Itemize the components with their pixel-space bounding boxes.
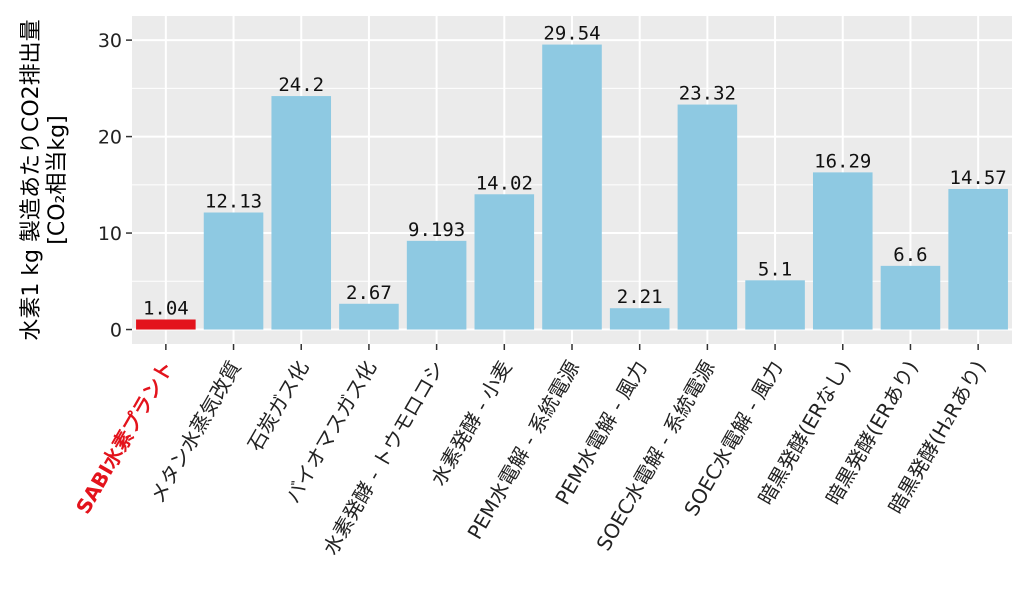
data-labels: 1.04 12.13 24.2 2.67 9.193 14.02 29.54 2.21 23.3… (143, 23, 1007, 320)
y-axis-title-line-1: 水素1 kg 製造あたりCO2排出量 (19, 19, 44, 340)
x-tick-label: 水素発酵 - トウモロコシ (318, 356, 449, 558)
bar-value-label: 14.57 (950, 167, 1007, 189)
bar-value-label: 24.2 (278, 74, 324, 96)
bar (339, 303, 399, 330)
bar-value-label: 5.1 (758, 258, 792, 280)
bar-value-label: 2.21 (617, 286, 663, 308)
x-tick-label: SOEC水電解 - 系統電源 (591, 357, 719, 555)
x-tick-label: 石炭ガス化 (243, 357, 314, 456)
bar-value-label: 12.13 (205, 191, 262, 213)
y-axis-ticks: 0 10 20 30 (98, 30, 132, 342)
bar (609, 308, 670, 330)
bar (812, 172, 873, 330)
bar-value-label: 1.04 (143, 297, 189, 319)
bar (745, 280, 805, 330)
bar (136, 319, 196, 330)
y-tick-label: 20 (98, 127, 122, 149)
bar-series (136, 44, 1008, 330)
y-axis-title: 水素1 kg 製造あたりCO2排出量 [CO₂相当kg] (19, 19, 70, 340)
y-tick-label: 10 (98, 223, 122, 245)
bar-value-label: 29.54 (543, 23, 600, 45)
bar (271, 96, 332, 330)
bar (406, 240, 467, 330)
bar (677, 104, 738, 330)
bar (948, 188, 1008, 330)
bar (542, 44, 602, 330)
bar (880, 265, 941, 330)
bar-value-label: 16.29 (814, 150, 871, 172)
bar-value-label: 6.6 (893, 244, 927, 266)
y-axis-title-line-2: [CO₂相当kg] (45, 115, 70, 244)
bar (203, 212, 264, 330)
bar-value-label: 9.193 (408, 219, 465, 241)
y-tick-label: 0 (110, 320, 122, 342)
y-tick-label: 30 (98, 30, 122, 52)
bar-value-label: 2.67 (346, 282, 392, 304)
bar (474, 194, 535, 330)
bar-value-label: 14.02 (476, 172, 533, 194)
bar-value-label: 23.32 (679, 83, 736, 105)
